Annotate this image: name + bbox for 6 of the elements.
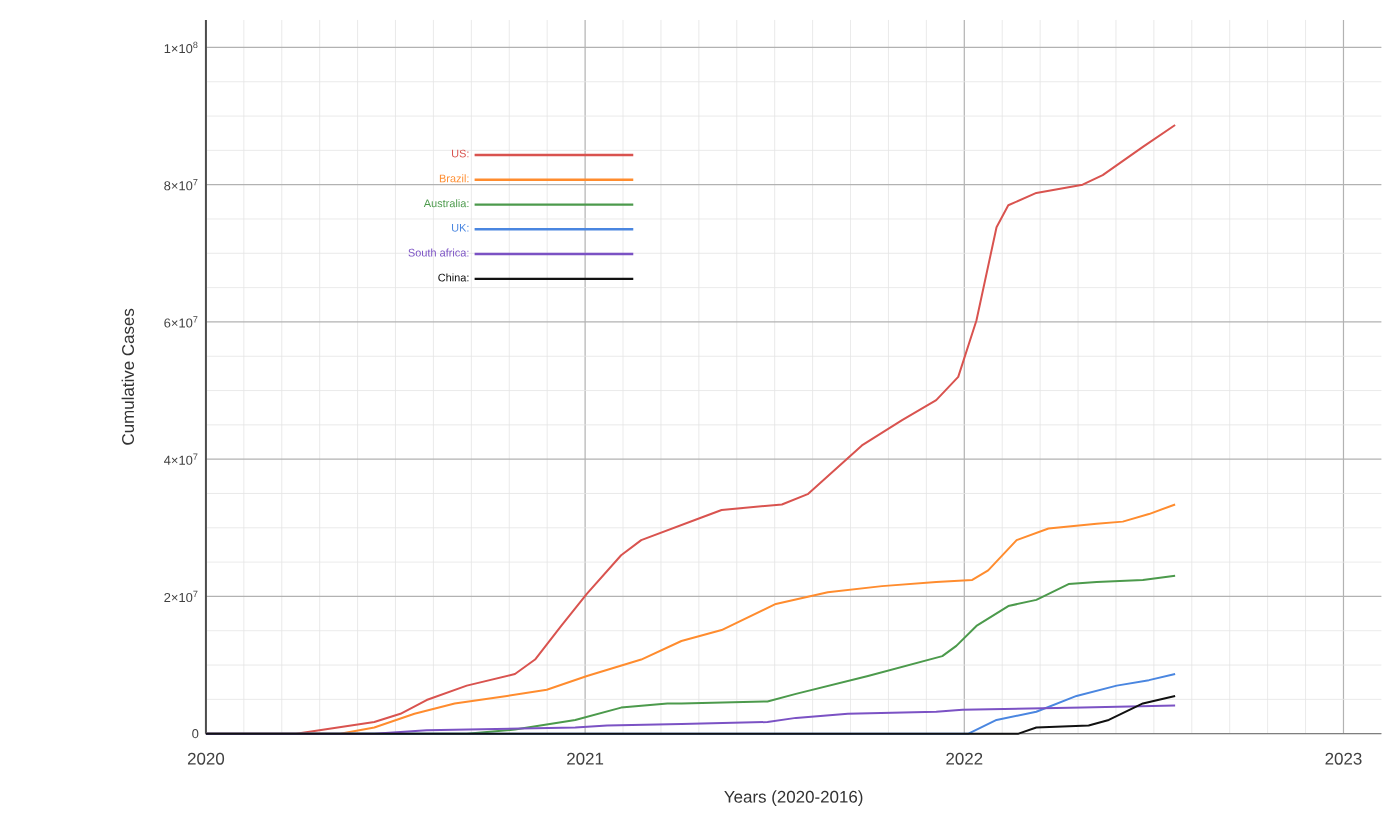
- x-axis-title: Years (2020-2016): [724, 790, 863, 807]
- x-tick-label: 2023: [1325, 752, 1362, 765]
- x-tick-label: 2022: [946, 752, 983, 765]
- x-tick-label: 2021: [567, 752, 604, 765]
- y-axis-title: Cumulative Cases: [121, 308, 135, 445]
- x-tick-label: 2020: [187, 752, 225, 765]
